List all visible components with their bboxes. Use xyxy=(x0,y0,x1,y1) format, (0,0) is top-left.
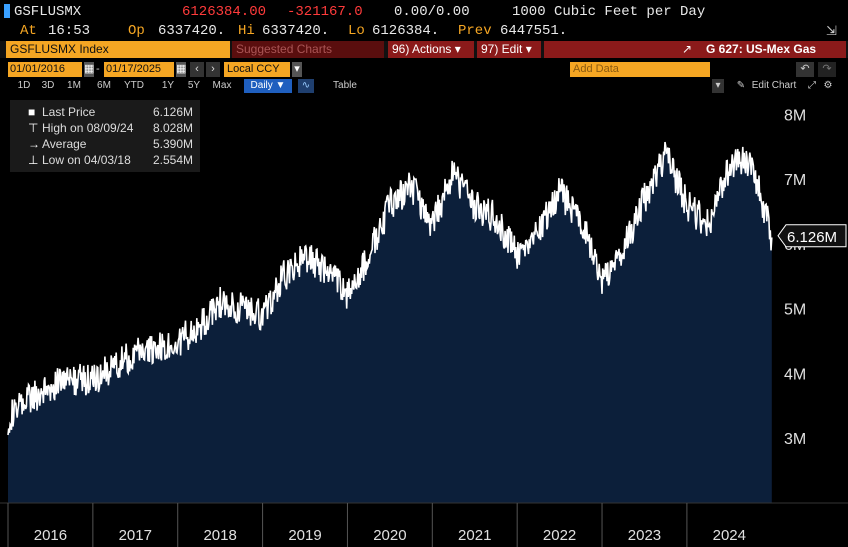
y-tick-label: 3M xyxy=(784,431,806,448)
edit-menu[interactable]: 97) Edit ▾ xyxy=(477,41,541,58)
x-tick-label: 2016 xyxy=(34,527,67,544)
units-label: 1000 Cubic Feet per Day xyxy=(512,4,706,20)
legend-marker-icon: ■ xyxy=(28,105,36,119)
table-button[interactable]: Table xyxy=(333,80,357,91)
zoom-icon[interactable]: ⤢ xyxy=(808,80,816,91)
legend-marker-icon: ⊥ xyxy=(28,153,39,167)
start-date-input[interactable]: 01/01/2016 xyxy=(8,62,82,77)
legend-label: High on 08/09/24 xyxy=(42,121,134,135)
price-line xyxy=(7,141,773,436)
x-tick-label: 2021 xyxy=(458,527,491,544)
collapse-icon[interactable]: ▾ xyxy=(712,79,724,93)
open-label: Op xyxy=(128,23,145,39)
graph-title-bar: ↗ G 627: US-Mex Gas xyxy=(544,41,846,58)
range-1y[interactable]: 1Y xyxy=(161,80,175,91)
popout-icon[interactable]: ⇲ xyxy=(826,23,837,38)
ticker-symbol: GSFLUSMX xyxy=(14,4,82,20)
legend-label: Low on 04/03/18 xyxy=(42,153,131,167)
end-date-input[interactable]: 01/17/2025 xyxy=(104,62,174,77)
legend-value: 2.554M xyxy=(153,153,194,167)
open-value: 6337420. xyxy=(158,23,226,39)
external-link-icon[interactable]: ↗ xyxy=(682,42,693,56)
suggested-charts-button[interactable]: Suggested Charts xyxy=(232,41,384,58)
range-5y[interactable]: 5Y xyxy=(187,80,201,91)
edit-chart-button[interactable]: Edit Chart xyxy=(751,80,797,91)
legend-value: 8.028M xyxy=(153,121,194,135)
price-change: -321167.0 xyxy=(287,4,363,20)
prev-label: Prev xyxy=(458,23,492,39)
legend-label: Last Price xyxy=(42,105,96,119)
legend-row: → Average 5.390M xyxy=(10,136,200,152)
frequency-select[interactable]: Daily ▼ xyxy=(244,79,292,93)
range-3d[interactable]: 3D xyxy=(41,80,55,91)
prev-value: 6447551. xyxy=(500,23,568,39)
range-1m[interactable]: 1M xyxy=(67,80,81,91)
bid-ask: 0.00/0.00 xyxy=(394,4,470,20)
range-max[interactable]: Max xyxy=(212,80,232,91)
index-field[interactable]: GSFLUSMX Index xyxy=(6,41,230,58)
actions-menu[interactable]: 96) Actions ▾ xyxy=(388,41,474,58)
prev-period-icon[interactable]: ‹ xyxy=(190,62,204,77)
x-tick-label: 2022 xyxy=(543,527,576,544)
low-label: Lo xyxy=(348,23,365,39)
next-period-icon[interactable]: › xyxy=(206,62,220,77)
price-area xyxy=(8,142,772,503)
legend-marker-icon: ⊤ xyxy=(28,121,39,135)
last-price: 6126384.00 xyxy=(182,4,267,20)
currency-select[interactable]: Local CCY xyxy=(224,62,290,77)
high-label: Hi xyxy=(238,23,255,39)
range-1d[interactable]: 1D xyxy=(17,80,31,91)
legend-row: ⊥ Low on 04/03/18 2.554M xyxy=(10,152,200,168)
price-chart[interactable]: 3M4M5M6M7M8M6.126M2016201720182019202020… xyxy=(0,95,848,547)
x-tick-label: 2019 xyxy=(288,527,321,544)
x-tick-label: 2023 xyxy=(628,527,661,544)
redo-icon[interactable]: ↷ xyxy=(818,62,836,77)
legend-row: ⊤ High on 08/09/24 8.028M xyxy=(10,120,200,136)
x-tick-label: 2017 xyxy=(119,527,152,544)
at-label: At xyxy=(20,23,37,39)
low-value: 6126384. xyxy=(372,23,440,39)
legend-marker-icon: → xyxy=(28,137,40,151)
y-tick-label: 7M xyxy=(784,172,806,189)
legend-value: 5.390M xyxy=(153,137,194,151)
calendar-icon[interactable]: ▦ xyxy=(176,62,187,77)
legend-value: 6.126M xyxy=(153,105,194,119)
settings-icon[interactable]: ⚙ xyxy=(823,80,833,91)
graph-title: G 627: US-Mex Gas xyxy=(706,42,817,56)
range-6m[interactable]: 6M xyxy=(97,80,111,91)
x-tick-label: 2020 xyxy=(373,527,406,544)
time-value: 16:53 xyxy=(48,23,91,39)
y-tick-label: 4M xyxy=(784,366,806,383)
legend-label: Average xyxy=(42,137,87,151)
x-tick-label: 2024 xyxy=(713,527,746,544)
add-data-input[interactable]: Add Data xyxy=(570,62,710,77)
date-separator: - xyxy=(96,63,100,75)
high-value: 6337420. xyxy=(262,23,330,39)
calendar-icon[interactable]: ▦ xyxy=(84,62,95,77)
last-price-tag-label: 6.126M xyxy=(787,229,837,246)
line-chart-icon[interactable]: ∿ xyxy=(298,79,314,93)
pencil-icon[interactable]: ✎ xyxy=(736,80,746,91)
x-tick-label: 2018 xyxy=(203,527,236,544)
range-ytd[interactable]: YTD xyxy=(124,80,144,91)
undo-icon[interactable]: ↶ xyxy=(796,62,814,77)
legend: ■ Last Price 6.126M ⊤ High on 08/09/24 8.028M… xyxy=(10,100,200,172)
chevron-down-icon[interactable]: ▾ xyxy=(292,62,302,77)
ticker-marker xyxy=(4,4,10,18)
y-tick-label: 8M xyxy=(784,107,806,124)
y-tick-label: 5M xyxy=(784,302,806,319)
last-price-tag xyxy=(777,224,847,248)
legend-row: ■ Last Price 6.126M xyxy=(10,104,200,120)
